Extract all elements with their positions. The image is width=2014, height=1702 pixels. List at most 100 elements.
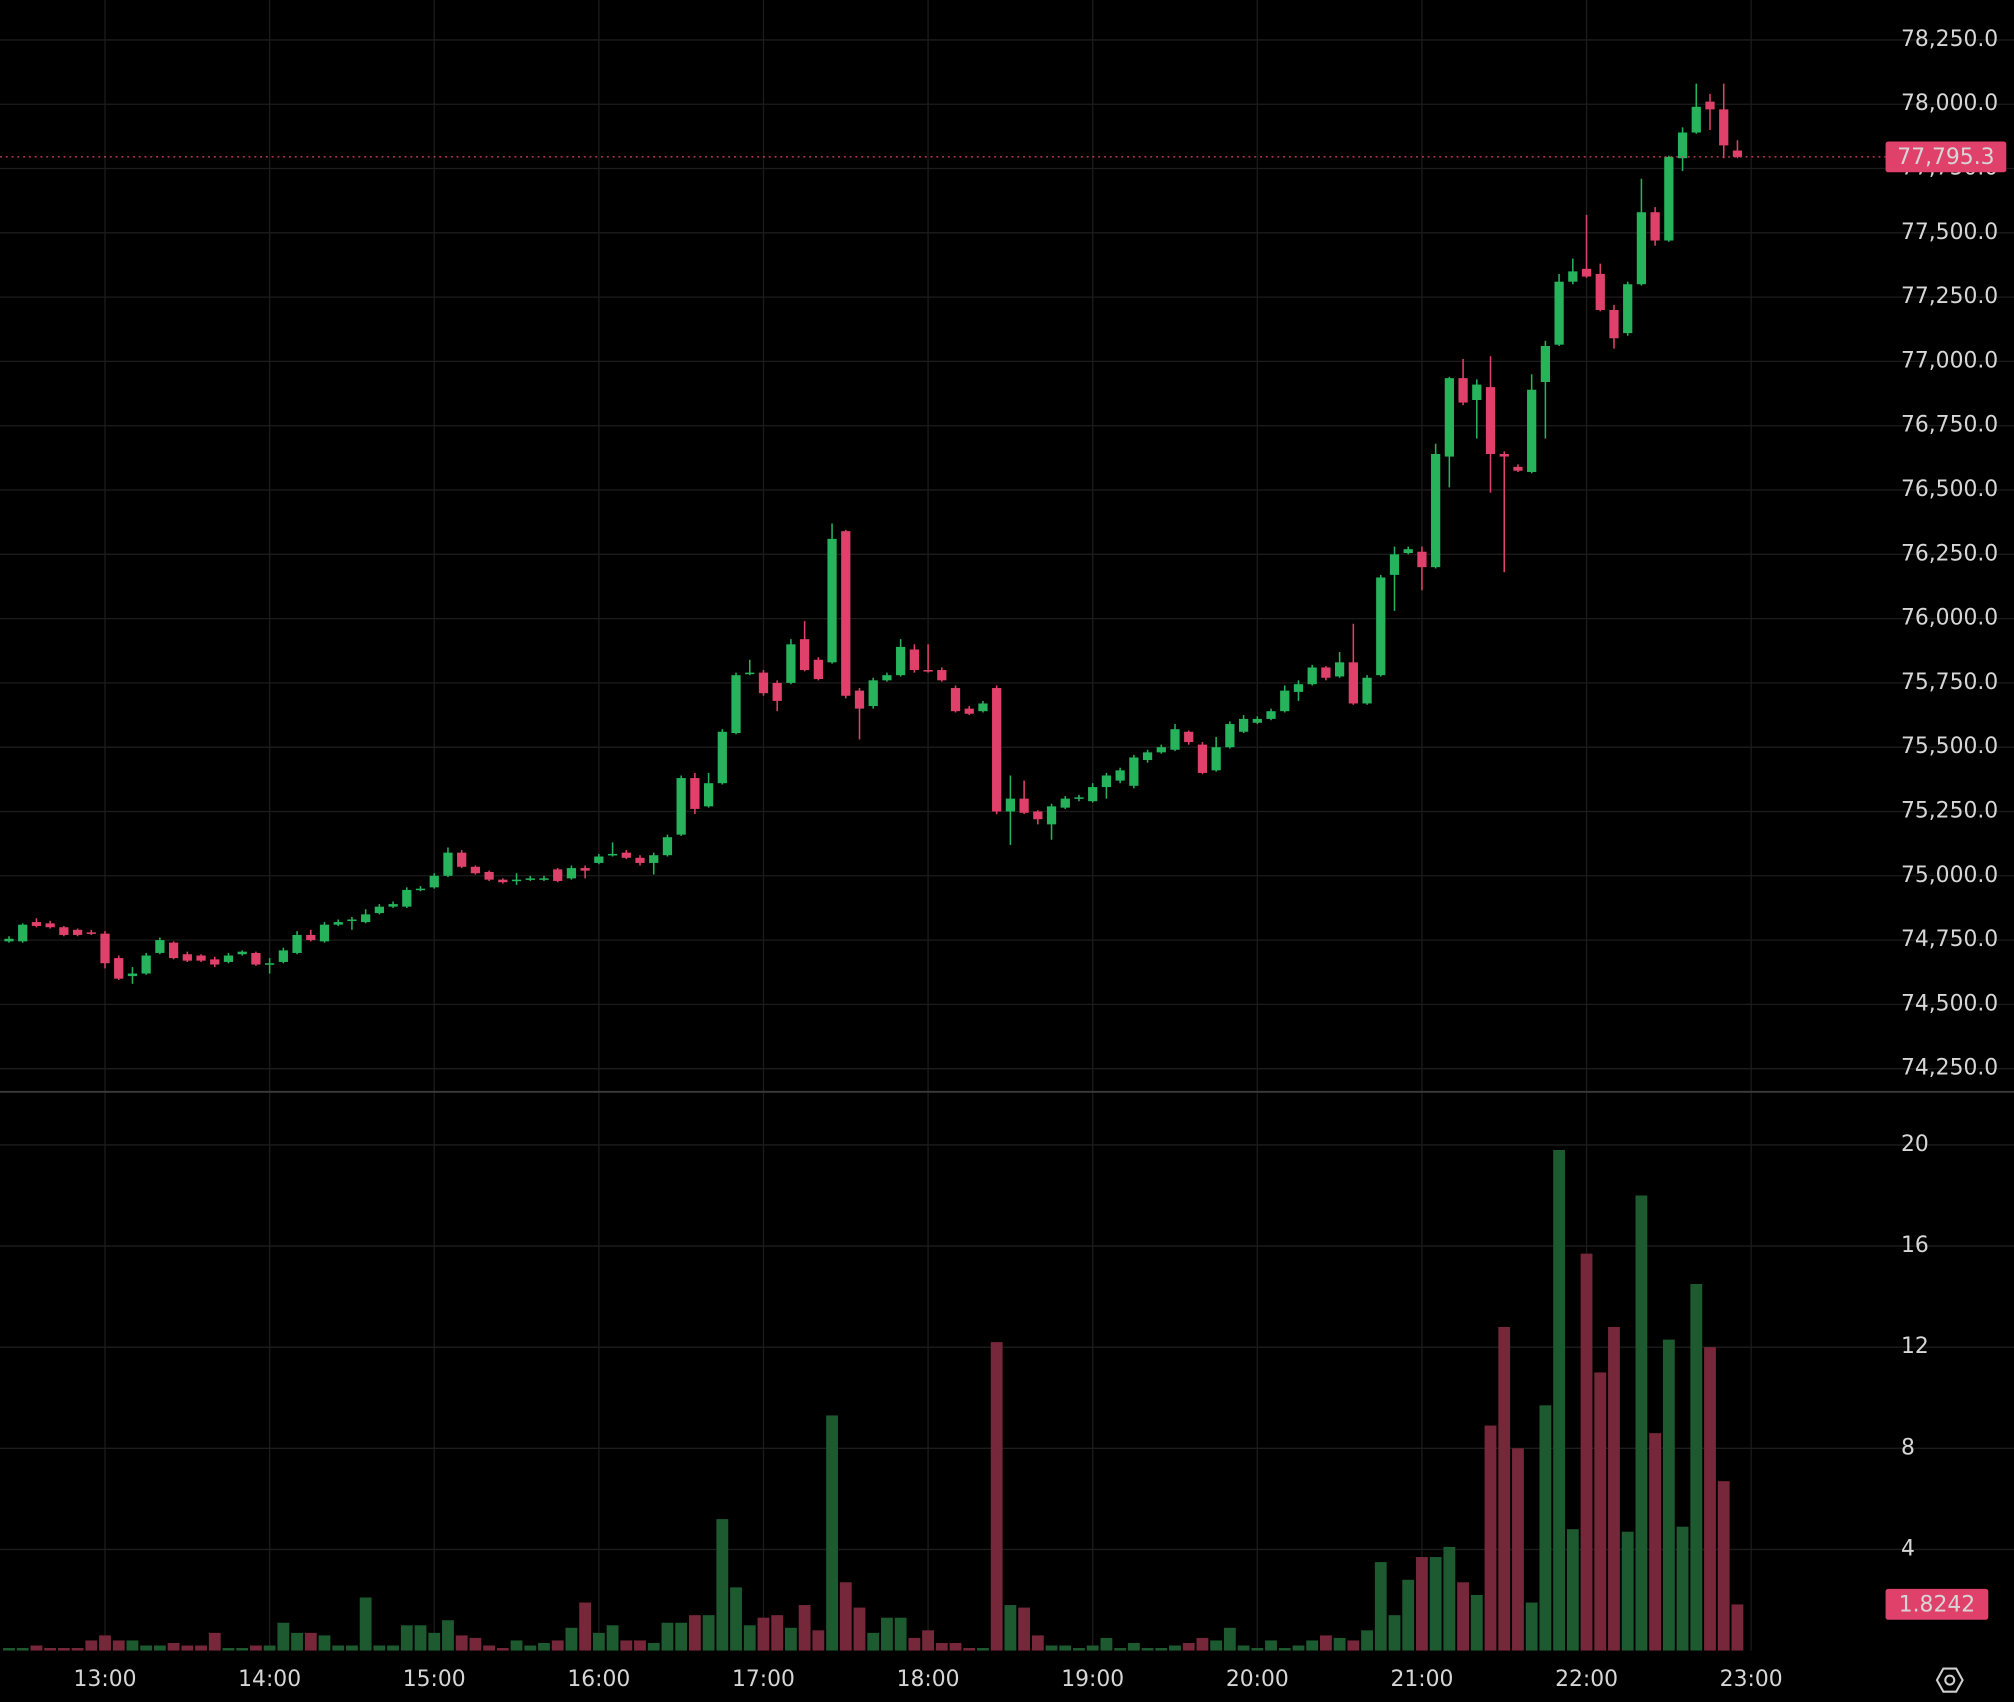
volume-bar	[1059, 1645, 1072, 1651]
volume-bar	[3, 1648, 15, 1651]
volume-bar	[16, 1648, 29, 1651]
volume-bar	[1045, 1645, 1058, 1651]
volume-bar	[1621, 1531, 1634, 1651]
candle-body	[1623, 284, 1633, 334]
settings-icon[interactable]	[1935, 1667, 1964, 1693]
candle-body	[155, 940, 165, 953]
candle-body	[470, 866, 481, 874]
volume-bar	[428, 1632, 441, 1651]
volume-bar	[634, 1640, 646, 1651]
y-tick-label: 77,250.0	[1901, 284, 1998, 309]
volume-bar	[1525, 1602, 1538, 1651]
candle-body	[141, 955, 151, 974]
volume-bar	[551, 1640, 564, 1651]
volume-bar	[1457, 1582, 1469, 1651]
volume-bar	[592, 1632, 605, 1651]
volume-bar	[1512, 1448, 1524, 1651]
volume-bar	[208, 1632, 221, 1651]
volume-bar	[1182, 1642, 1195, 1651]
volume-bar	[250, 1645, 262, 1651]
volume-bar	[565, 1627, 578, 1651]
candle-body	[457, 852, 467, 867]
volume-bar	[606, 1625, 619, 1651]
volume-bar	[236, 1648, 249, 1651]
volume-bar	[1594, 1372, 1607, 1651]
candle-body	[182, 954, 192, 961]
volume-bar	[894, 1617, 907, 1651]
candle-body	[223, 955, 234, 962]
volume-bar	[222, 1648, 235, 1651]
y-tick-label: 76,000.0	[1901, 606, 1998, 631]
volume-bar	[1470, 1594, 1483, 1651]
volume-bar	[812, 1630, 825, 1651]
volume-bar	[1416, 1557, 1428, 1651]
candle-body	[978, 703, 988, 712]
volume-bar	[853, 1607, 866, 1651]
y-tick-label: 74,750.0	[1901, 927, 1998, 952]
volume-bar	[839, 1582, 852, 1651]
volume-bar	[387, 1645, 399, 1651]
volume-bar	[455, 1635, 468, 1651]
candle-body	[799, 639, 810, 671]
volume-bar	[702, 1615, 715, 1651]
x-tick-label: 18:00	[897, 1667, 960, 1692]
candle-body	[333, 922, 343, 925]
candle-body	[1129, 757, 1139, 786]
candle-body	[402, 889, 412, 907]
candle-body	[649, 855, 659, 863]
candle-body	[1719, 109, 1729, 146]
candle-body	[168, 942, 179, 959]
volume-bar	[71, 1648, 84, 1651]
candle-body	[950, 688, 961, 712]
volume-bar	[400, 1625, 413, 1651]
volume-bar	[373, 1645, 386, 1651]
volume-bar	[483, 1645, 496, 1651]
candle-body	[237, 951, 247, 955]
volume-bar	[867, 1632, 880, 1651]
volume-bar	[1690, 1283, 1703, 1651]
candle-body	[566, 868, 577, 879]
volume-bar	[1127, 1642, 1140, 1651]
candle-body	[1156, 747, 1166, 753]
candle-body	[1636, 212, 1647, 285]
y-tick-label: 75,250.0	[1901, 798, 1998, 823]
volume-bar	[140, 1645, 153, 1651]
candle-body	[1650, 212, 1660, 241]
candle-body	[72, 929, 83, 935]
candle-body	[1664, 156, 1674, 241]
candle-body	[1321, 667, 1331, 678]
volume-bar	[675, 1622, 688, 1651]
y-tick-label: 74,500.0	[1901, 991, 1998, 1016]
candle-body	[1060, 798, 1070, 808]
volume-bar	[1608, 1326, 1620, 1651]
volume-bar	[1004, 1605, 1017, 1651]
volume-bar	[1278, 1648, 1291, 1651]
volume-bar	[1210, 1640, 1223, 1651]
volume-bar	[716, 1519, 729, 1651]
volume-bar	[318, 1635, 331, 1651]
candle-body	[1417, 551, 1427, 568]
candle-body	[813, 659, 823, 680]
volume-bar	[771, 1615, 784, 1651]
volume-bar	[1141, 1648, 1154, 1651]
y2-tick-label: 20	[1901, 1132, 1929, 1157]
candle-body	[827, 538, 837, 663]
x-tick-label: 19:00	[1061, 1667, 1124, 1692]
volume-bar	[1731, 1604, 1744, 1651]
y2-tick-label: 8	[1901, 1435, 1915, 1460]
candle-body	[31, 922, 42, 926]
volume-bar	[1292, 1645, 1305, 1651]
candle-body	[758, 672, 769, 694]
volume-bar	[661, 1622, 674, 1651]
volume-bar	[1484, 1425, 1497, 1651]
candle-body	[868, 680, 878, 707]
volume-bar	[30, 1645, 43, 1651]
candle-body	[1046, 806, 1057, 825]
candle-body	[1280, 690, 1290, 712]
candle-body	[415, 888, 426, 891]
candle-body	[1705, 101, 1715, 110]
volume-bar	[167, 1642, 180, 1651]
candle-body	[992, 688, 1002, 812]
x-tick-label: 14:00	[238, 1667, 301, 1692]
